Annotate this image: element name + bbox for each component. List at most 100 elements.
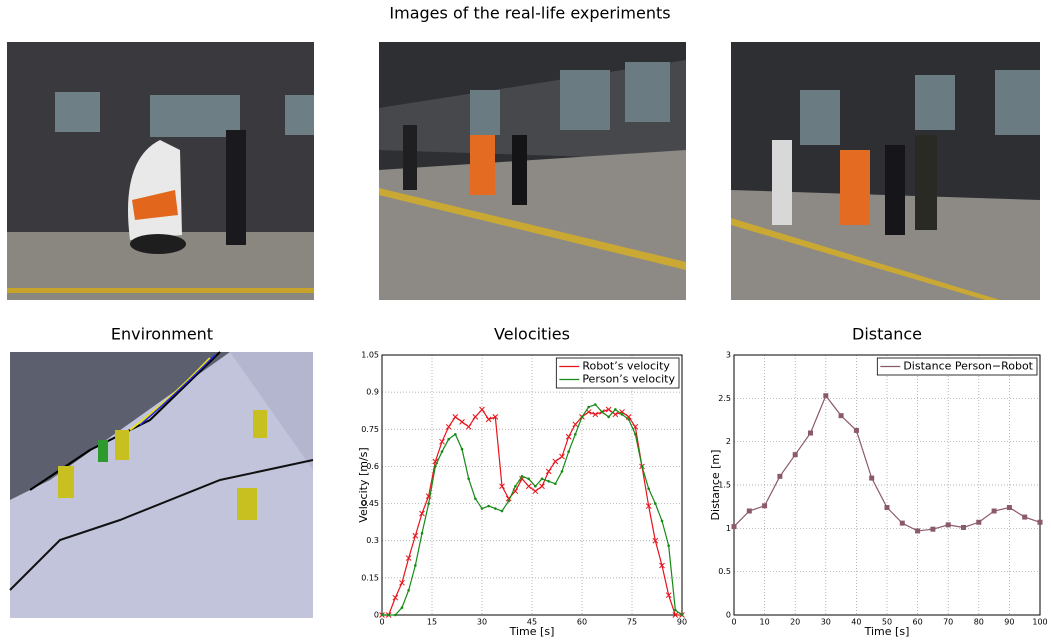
data-point: [667, 544, 670, 547]
data-point: [614, 408, 617, 411]
data-point: [647, 487, 650, 490]
data-point: [885, 505, 890, 510]
data-point: [474, 497, 477, 500]
y-tick-label: 1: [726, 524, 731, 533]
data-point: [574, 433, 577, 436]
data-point: [514, 485, 517, 488]
y-tick-label: 0: [374, 611, 379, 620]
photo: [7, 42, 314, 300]
x-tick-label: 70: [943, 618, 953, 627]
data-point: [454, 433, 457, 436]
legend-label: Robot’s velocity: [582, 360, 670, 373]
data-point: [762, 503, 767, 508]
data-point: [900, 521, 905, 526]
data-point: [976, 520, 981, 525]
data-point: [487, 505, 490, 508]
legend-label: Distance Person−Robot: [903, 360, 1033, 373]
data-point: [441, 450, 444, 453]
data-point: [527, 478, 530, 481]
data-point: [594, 403, 597, 406]
data-point: [681, 614, 684, 617]
data-point: [674, 609, 677, 612]
data-point: [946, 522, 951, 527]
environment-image: [10, 352, 313, 618]
y-tick-label: 2.5: [718, 394, 731, 403]
data-point: [808, 431, 813, 436]
x-tick-label: 10: [760, 618, 770, 627]
x-tick-label: 80: [974, 618, 984, 627]
chart-title: Velocities: [494, 325, 570, 344]
photo: [731, 42, 1040, 300]
y-tick-label: 0.75: [361, 425, 379, 434]
x-tick-label: 90: [1004, 618, 1014, 627]
x-axis-label: Time [s]: [864, 625, 910, 638]
data-point: [930, 527, 935, 532]
x-tick-label: 30: [477, 618, 487, 627]
data-point: [401, 606, 404, 609]
x-tick-label: 40: [851, 618, 861, 627]
x-tick-label: 100: [1032, 618, 1047, 627]
x-tick-label: 60: [577, 618, 587, 627]
data-point: [407, 589, 410, 592]
data-point: [521, 475, 524, 478]
data-point: [1022, 515, 1027, 520]
x-tick-label: 90: [677, 618, 687, 627]
data-point: [434, 465, 437, 468]
data-point: [992, 509, 997, 514]
figure: Images of the real-life experiments Envi…: [0, 0, 1051, 642]
y-tick-label: 2: [726, 437, 731, 446]
data-point: [501, 510, 504, 513]
data-point: [547, 480, 550, 483]
y-tick-label: 1.05: [361, 351, 379, 360]
data-point: [554, 482, 557, 485]
x-tick-label: 60: [913, 618, 923, 627]
data-point: [823, 393, 828, 398]
legend-label: Person’s velocity: [582, 373, 675, 386]
y-tick-label: 0.15: [361, 573, 379, 582]
data-point: [534, 485, 537, 488]
y-axis-label: Velocity [m/s]: [357, 447, 370, 522]
data-point: [654, 502, 657, 505]
data-point: [494, 507, 497, 510]
data-point: [581, 416, 584, 419]
data-point: [427, 502, 430, 505]
data-point: [461, 448, 464, 451]
data-point: [915, 528, 920, 533]
data-point: [414, 564, 417, 567]
data-point: [1038, 520, 1043, 525]
data-point: [793, 452, 798, 457]
data-point: [587, 406, 590, 409]
data-point: [634, 433, 637, 436]
data-point: [661, 520, 664, 523]
y-tick-label: 3: [726, 351, 731, 360]
data-point: [467, 478, 470, 481]
x-tick-label: 15: [427, 618, 437, 627]
x-tick-label: 0: [731, 618, 736, 627]
data-point: [567, 450, 570, 453]
data-point: [447, 438, 450, 441]
data-point: [641, 465, 644, 468]
panel-title: Environment: [111, 325, 213, 344]
figure-title: Images of the real-life experiments: [389, 4, 670, 23]
data-point: [394, 614, 397, 617]
data-point: [381, 614, 384, 617]
data-point: [1007, 505, 1012, 510]
x-tick-label: 20: [790, 618, 800, 627]
data-point: [561, 470, 564, 473]
data-point: [839, 413, 844, 418]
data-point: [621, 413, 624, 416]
data-point: [481, 507, 484, 510]
data-point: [732, 524, 737, 529]
x-tick-label: 75: [627, 618, 637, 627]
data-point: [541, 478, 544, 481]
data-point: [607, 416, 610, 419]
y-tick-label: 0.3: [366, 536, 379, 545]
x-tick-label: 30: [821, 618, 831, 627]
data-point: [777, 474, 782, 479]
data-point: [869, 476, 874, 481]
y-tick-label: 0.9: [366, 388, 379, 397]
data-point: [961, 525, 966, 530]
data-point: [601, 411, 604, 414]
data-point: [627, 418, 630, 421]
data-point: [747, 509, 752, 514]
